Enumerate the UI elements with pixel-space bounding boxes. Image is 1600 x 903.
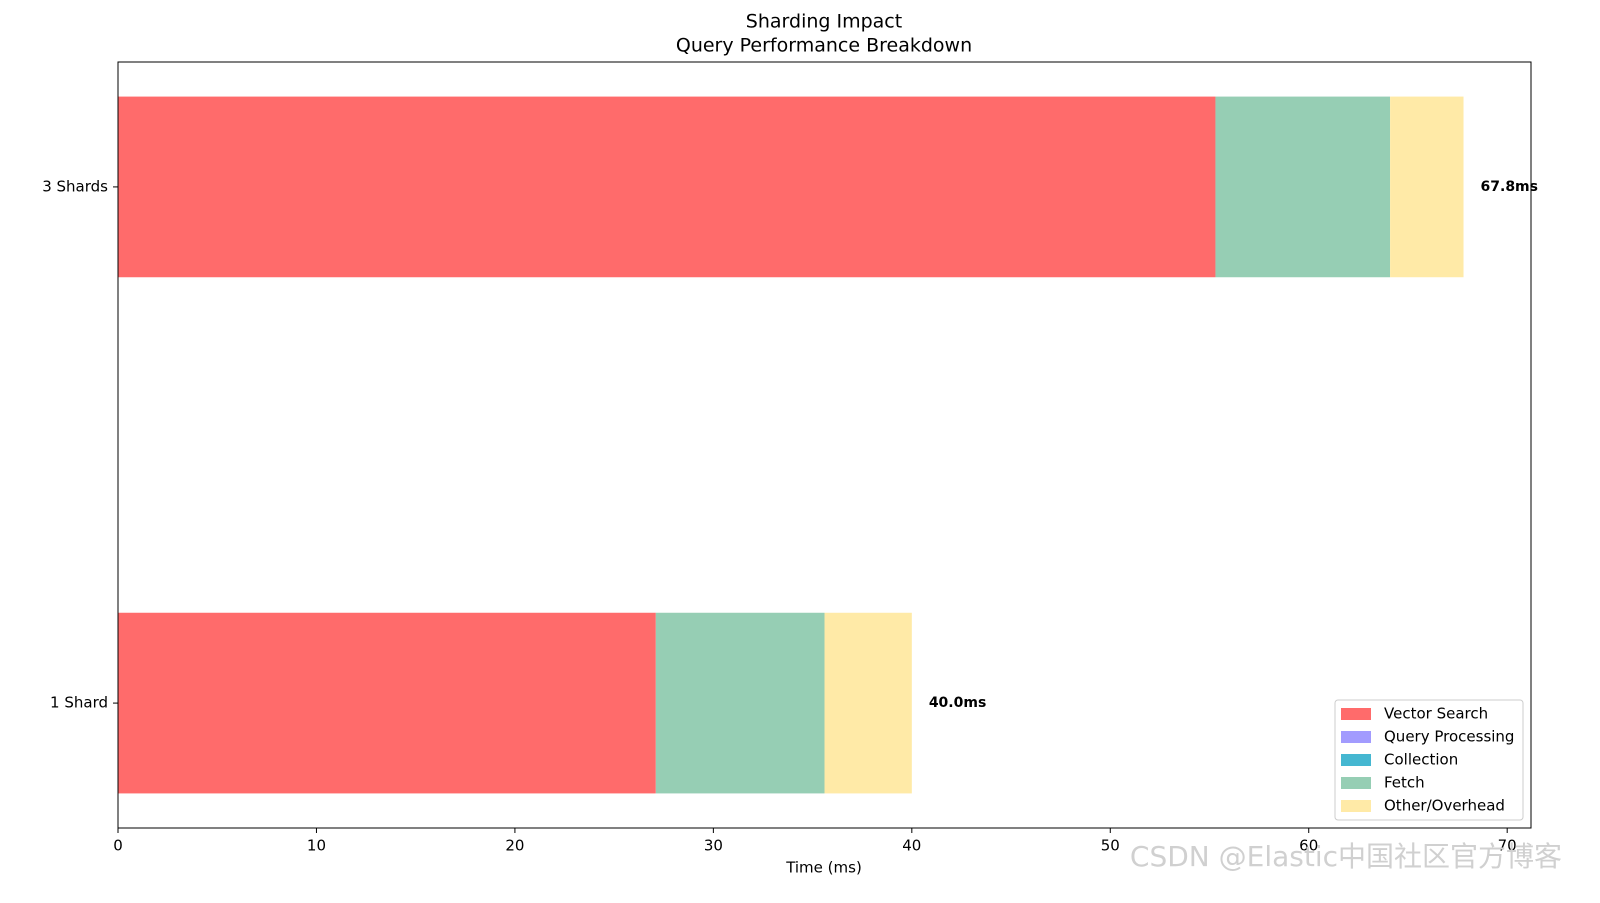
bar-segment [1390,96,1464,278]
legend-label: Collection [1384,751,1458,769]
bar-segment [824,612,912,794]
legend-swatch [1341,708,1371,720]
x-tick-label: 30 [704,837,723,855]
chart-title: Sharding Impact [746,11,902,33]
y-tick-label: 3 Shards [42,177,108,195]
chart-subtitle: Query Performance Breakdown [676,35,972,57]
bar-segment [118,612,656,794]
x-axis-label: Time (ms) [785,859,862,877]
x-tick-label: 0 [113,837,123,855]
y-tick-label: 1 Shard [50,694,108,712]
legend-box [1334,699,1524,821]
legend-label: Fetch [1384,774,1425,792]
value-label: 40.0ms [929,695,986,711]
x-tick-label: 10 [307,837,326,855]
bar-segment [118,96,1216,278]
x-tick-label: 50 [1101,837,1120,855]
legend-label: Vector Search [1384,705,1488,723]
legend-swatch [1341,731,1371,743]
legend-swatch [1341,754,1371,766]
bar-segment [1215,96,1391,278]
bar-segment [655,612,825,794]
watermark: CSDN @Elastic中国社区官方博客 [1130,840,1562,873]
legend-label: Query Processing [1384,728,1514,746]
x-tick-label: 20 [505,837,524,855]
plot-frame [117,61,1532,829]
x-tick-label: 70 [1498,837,1517,855]
legend-swatch [1341,777,1371,789]
x-tick-label: 60 [1299,837,1318,855]
value-label: 67.8ms [1481,179,1538,195]
x-tick-label: 40 [902,837,921,855]
legend-label: Other/Overhead [1384,797,1505,815]
legend-swatch [1341,800,1371,812]
